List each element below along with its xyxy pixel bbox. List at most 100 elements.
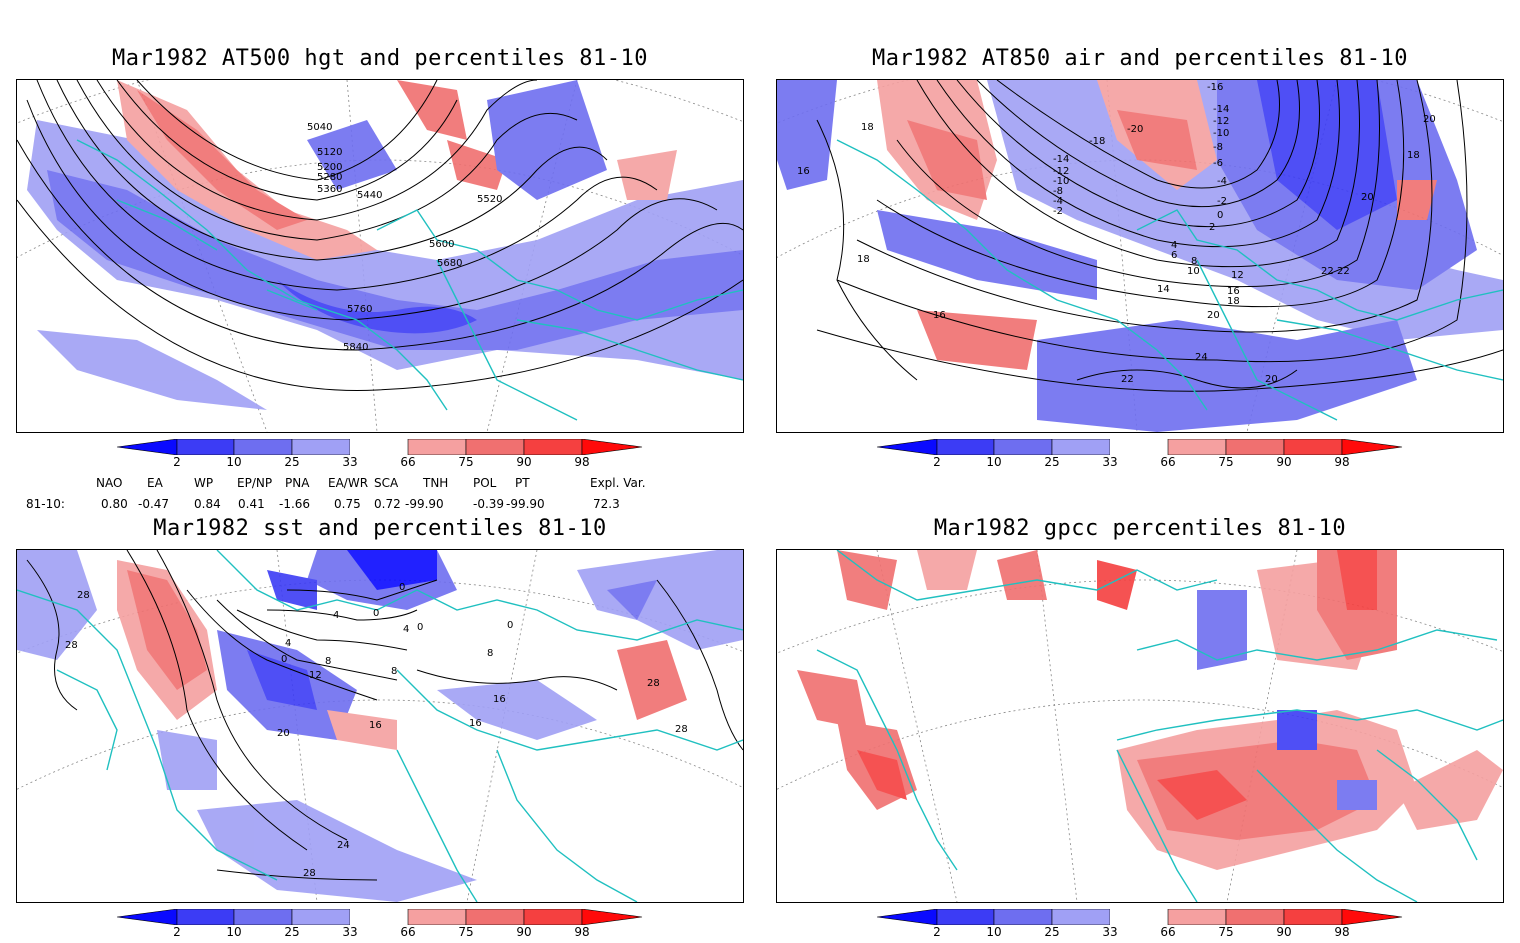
contour-label: -12 <box>1053 166 1069 177</box>
colorbar-label: 10 <box>986 455 1002 469</box>
colorbar-label: 10 <box>986 925 1002 939</box>
contour-label: 28 <box>77 590 90 601</box>
contour-label: 18 <box>1227 296 1240 307</box>
contour-label: 16 <box>1227 286 1240 297</box>
contour-label: 20 <box>1207 310 1220 321</box>
tele-header: EA/WR <box>328 476 369 490</box>
tele-value: -99.90 <box>405 497 444 511</box>
tele-header: PNA <box>285 476 310 490</box>
tele-header: TNH <box>423 476 449 490</box>
colorbar-label: 25 <box>284 455 300 469</box>
colorbar-label: 98 <box>574 455 590 469</box>
percentile-shading <box>797 550 1503 870</box>
contour-label: 24 <box>1195 352 1208 363</box>
contour-value-labels: 5040 5120 5200 5280 5360 5440 5520 5600 … <box>307 122 502 353</box>
contour-lines <box>26 550 743 881</box>
tele-value: 72.3 <box>593 497 620 511</box>
contour-label: 28 <box>675 724 688 735</box>
contour-label: 8 <box>391 666 397 677</box>
contour-label: 0 <box>417 622 423 633</box>
contour-label: 16 <box>493 694 506 705</box>
percentile-shading <box>27 80 743 410</box>
contour-label: -18 <box>1089 136 1105 147</box>
contour-label: -4 <box>1053 196 1063 207</box>
contour-label: 20 <box>277 728 290 739</box>
contour-value-labels: -16 -14 -12 -10 -8 -6 -4 -2 0 2 4 6 8 10… <box>797 82 1436 385</box>
contour-label: 16 <box>933 310 946 321</box>
contour-label: -6 <box>1213 158 1223 169</box>
contour-label: 28 <box>647 678 660 689</box>
contour-value-labels: 28 28 0 4 8 12 16 16 16 20 24 28 28 28 0… <box>65 582 688 879</box>
tele-header: POL <box>473 476 497 490</box>
contour-label: 12 <box>1231 270 1244 281</box>
colorbar-label: 90 <box>516 455 532 469</box>
panel4-title: Mar1982 gpcc percentiles 81-10 <box>933 516 1347 541</box>
colorbar-label: 98 <box>1334 925 1350 939</box>
contour-label: 22 <box>1321 266 1334 277</box>
contour-label: 4 <box>333 610 339 621</box>
tele-value: -1.66 <box>279 497 311 511</box>
contour-label: -14 <box>1213 104 1229 115</box>
contour-lines <box>816 80 1503 392</box>
colorbar-label: 10 <box>226 455 242 469</box>
contour-label: 22 <box>1337 266 1350 277</box>
colorbar-label: 90 <box>516 925 532 939</box>
contour-label: -20 <box>1127 124 1143 135</box>
colorbar-label: 25 <box>284 925 300 939</box>
contour-label: 14 <box>1157 284 1170 295</box>
contour-label: -16 <box>1207 82 1223 93</box>
teleconnection-table: NAO EA WP EP/NP PNA EA/WR SCA TNH POL PT… <box>0 476 760 516</box>
contour-label: 5520 <box>477 194 502 205</box>
contour-label: 5760 <box>347 304 372 315</box>
contour-lines <box>17 80 743 391</box>
percentile-shading <box>777 80 1503 432</box>
colorbar-label: 90 <box>1276 455 1292 469</box>
contour-label: 5200 <box>317 162 342 173</box>
colorbar-label: 66 <box>1160 925 1176 939</box>
contour-label: 2 <box>1209 222 1215 233</box>
colorbar-label: 75 <box>1218 455 1234 469</box>
colorbar-label: 2 <box>173 455 181 469</box>
contour-label: 5360 <box>317 184 342 195</box>
panel4-map <box>776 549 1504 903</box>
contour-label: 18 <box>1407 150 1420 161</box>
contour-label: 8 <box>325 656 331 667</box>
colorbar-label: 75 <box>458 455 474 469</box>
contour-label: -8 <box>1213 142 1223 153</box>
contour-label: 0 <box>507 620 513 631</box>
panel2-map: -16 -14 -12 -10 -8 -6 -4 -2 0 2 4 6 8 10… <box>776 79 1504 433</box>
contour-label: 5840 <box>343 342 368 353</box>
contour-label: 0 <box>281 654 287 665</box>
colorbar-label: 98 <box>574 925 590 939</box>
colorbar-label: 75 <box>458 925 474 939</box>
contour-label: 5040 <box>307 122 332 133</box>
tele-value: 0.84 <box>194 497 221 511</box>
contour-label: 28 <box>65 640 78 651</box>
tele-value: 0.72 <box>374 497 401 511</box>
contour-label: 20 <box>1423 114 1436 125</box>
tele-value: 0.75 <box>334 497 361 511</box>
tele-header: SCA <box>374 476 399 490</box>
tele-value: 0.41 <box>238 497 265 511</box>
contour-label: 4 <box>403 624 409 635</box>
colorbar-label: 25 <box>1044 455 1060 469</box>
contour-label: 5680 <box>437 258 462 269</box>
panel1-map: 5040 5120 5200 5280 5360 5440 5520 5600 … <box>16 79 744 433</box>
tele-header: EP/NP <box>237 476 273 490</box>
tele-row-label: 81-10: <box>26 497 65 511</box>
contour-label: -14 <box>1053 154 1069 165</box>
contour-label: 16 <box>369 720 382 731</box>
colorbar-label: 2 <box>933 455 941 469</box>
contour-label: -2 <box>1217 196 1227 207</box>
contour-label: 0 <box>399 582 405 593</box>
contour-label: 0 <box>373 608 379 619</box>
colorbar-label: 33 <box>342 455 358 469</box>
colorbar-label: 10 <box>226 925 242 939</box>
colorbar-bottom-right: 2 10 25 33 66 75 90 98 <box>876 908 1417 943</box>
tele-header: NAO <box>96 476 123 490</box>
contour-label: -10 <box>1213 128 1229 139</box>
contour-label: 5280 <box>317 172 342 183</box>
contour-label: 5440 <box>357 190 382 201</box>
colorbar-bottom-left: 2 10 25 33 66 75 90 98 <box>116 908 657 943</box>
panel2-title: Mar1982 AT850 air and percentiles 81-10 <box>871 46 1409 71</box>
